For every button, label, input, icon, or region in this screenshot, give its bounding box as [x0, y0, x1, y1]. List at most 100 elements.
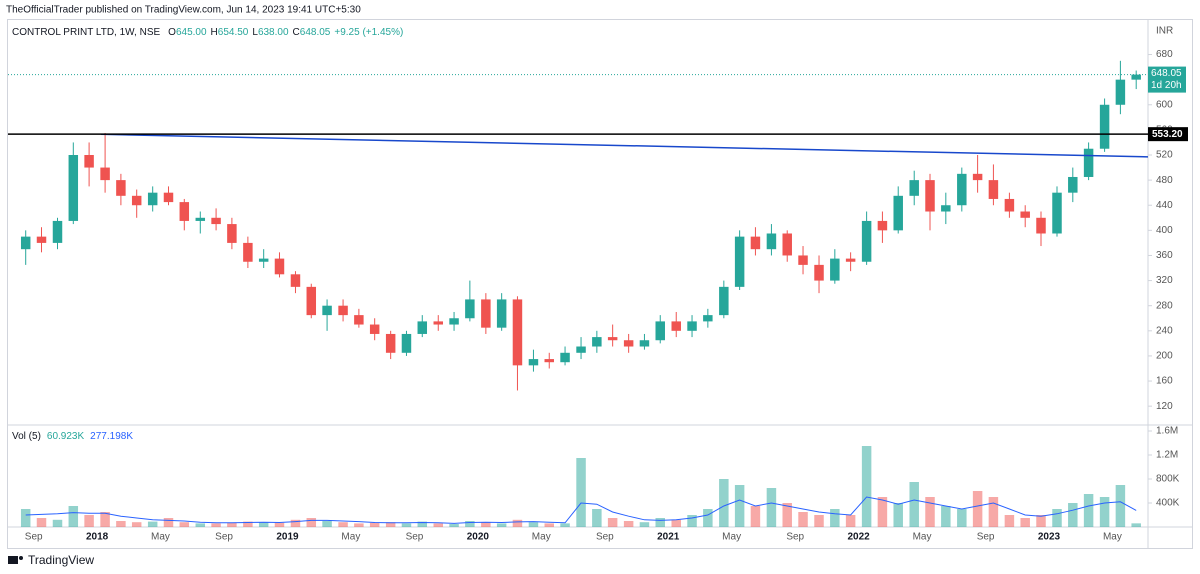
y-tick-label: 200: [1156, 351, 1173, 362]
volume-bar: [1068, 503, 1078, 527]
candle-body: [68, 155, 79, 221]
candle-body: [1115, 79, 1126, 105]
level-label-box: [1148, 127, 1188, 142]
candle-body: [195, 217, 206, 221]
y-tick-label: 1.2M: [1156, 450, 1178, 461]
x-tick-label: May: [532, 532, 551, 543]
volume-bar: [544, 523, 554, 527]
volume-bar: [496, 523, 507, 527]
y-tick-label: 240: [1156, 325, 1173, 336]
candle-body: [830, 258, 840, 281]
last-price-box: [1148, 66, 1186, 93]
volume-ma-last: 277.198K: [90, 431, 133, 442]
volume-bar: [179, 522, 190, 527]
volume-bar: [417, 521, 428, 527]
candle-body: [369, 324, 380, 334]
candle-body: [972, 173, 983, 181]
candle-body: [814, 264, 824, 281]
volume-title: Vol (5): [12, 431, 41, 442]
candle-body: [623, 340, 634, 347]
candle-body: [290, 274, 301, 287]
y-tick-label: 400K: [1156, 498, 1180, 509]
volume-bar: [830, 509, 840, 527]
candle-body: [258, 258, 269, 262]
volume-bar: [354, 523, 364, 527]
volume-bar: [845, 515, 856, 527]
volume-bar: [68, 506, 79, 527]
candle-body: [211, 217, 221, 225]
volume-bar: [290, 519, 301, 527]
candle-body: [1068, 176, 1078, 193]
frame: [7, 19, 1193, 549]
y-tick-label: 120: [1156, 401, 1173, 412]
volume-bar: [734, 485, 745, 527]
volume-bar: [36, 518, 47, 527]
volume-bar: [671, 519, 681, 527]
candle-body: [576, 346, 586, 353]
candle-body: [322, 305, 332, 316]
volume-ma-line: [25, 496, 1137, 524]
candle-body: [401, 333, 412, 353]
candle-body: [274, 258, 285, 275]
volume-bar: [782, 503, 792, 527]
candle-body: [734, 236, 745, 287]
x-tick-label: May: [341, 532, 360, 543]
y-tick-label: 400: [1156, 225, 1173, 236]
volume-bar: [925, 497, 935, 527]
level-label: 553.20: [1152, 129, 1183, 140]
volume-bar: [972, 491, 983, 527]
candle-body: [766, 233, 777, 250]
volume-bar: [369, 522, 380, 527]
volume-bar: [909, 482, 919, 527]
volume-bar: [814, 515, 824, 527]
candle-body: [560, 352, 570, 363]
x-tick-label: Sep: [786, 532, 804, 543]
volume-bar: [512, 519, 523, 527]
x-tick-label: 2020: [467, 532, 490, 543]
x-tick-label: Sep: [596, 532, 614, 543]
candle-body: [957, 173, 967, 206]
y-tick-label: 800K: [1156, 474, 1180, 485]
candle-body: [147, 192, 158, 206]
candle-body: [671, 321, 681, 331]
volume-bar: [52, 519, 63, 527]
candle-body: [433, 321, 444, 325]
logo-dot: [19, 556, 23, 560]
candle-body: [100, 167, 110, 181]
candle-body: [655, 321, 665, 341]
candle-body: [528, 359, 539, 366]
candle-body: [544, 359, 554, 363]
x-tick-label: May: [1103, 532, 1122, 543]
volume-bar: [687, 515, 697, 527]
candle-body: [36, 236, 47, 243]
candle-body: [703, 315, 713, 322]
volume-bar: [322, 521, 332, 527]
last-price-label: 648.05: [1151, 68, 1182, 79]
volume-bar: [957, 509, 967, 527]
legend-key: L: [252, 27, 258, 38]
candle-body: [116, 180, 126, 196]
volume-bar: [607, 518, 618, 527]
candle-body: [385, 333, 396, 353]
candle-body: [893, 195, 903, 231]
candle-body: [338, 305, 348, 316]
volume-bar: [481, 522, 491, 527]
volume-bar: [1083, 494, 1094, 527]
volume-bar: [623, 521, 634, 527]
volume-bar: [1036, 515, 1046, 527]
volume-bar: [243, 521, 253, 527]
candle-body: [417, 321, 428, 334]
candle-body: [639, 340, 650, 347]
candle-body: [243, 242, 253, 262]
volume-bar: [195, 523, 206, 527]
volume-bar: [766, 488, 777, 527]
candle-body: [687, 321, 697, 331]
volume-bar: [258, 522, 269, 527]
y-tick-label: 600: [1156, 99, 1173, 110]
candle-body: [131, 195, 142, 206]
volume-bar: [20, 509, 31, 527]
candle-body: [750, 236, 761, 250]
volume-bar: [798, 512, 808, 527]
candle-body: [52, 220, 63, 243]
volume-bar: [116, 521, 126, 527]
